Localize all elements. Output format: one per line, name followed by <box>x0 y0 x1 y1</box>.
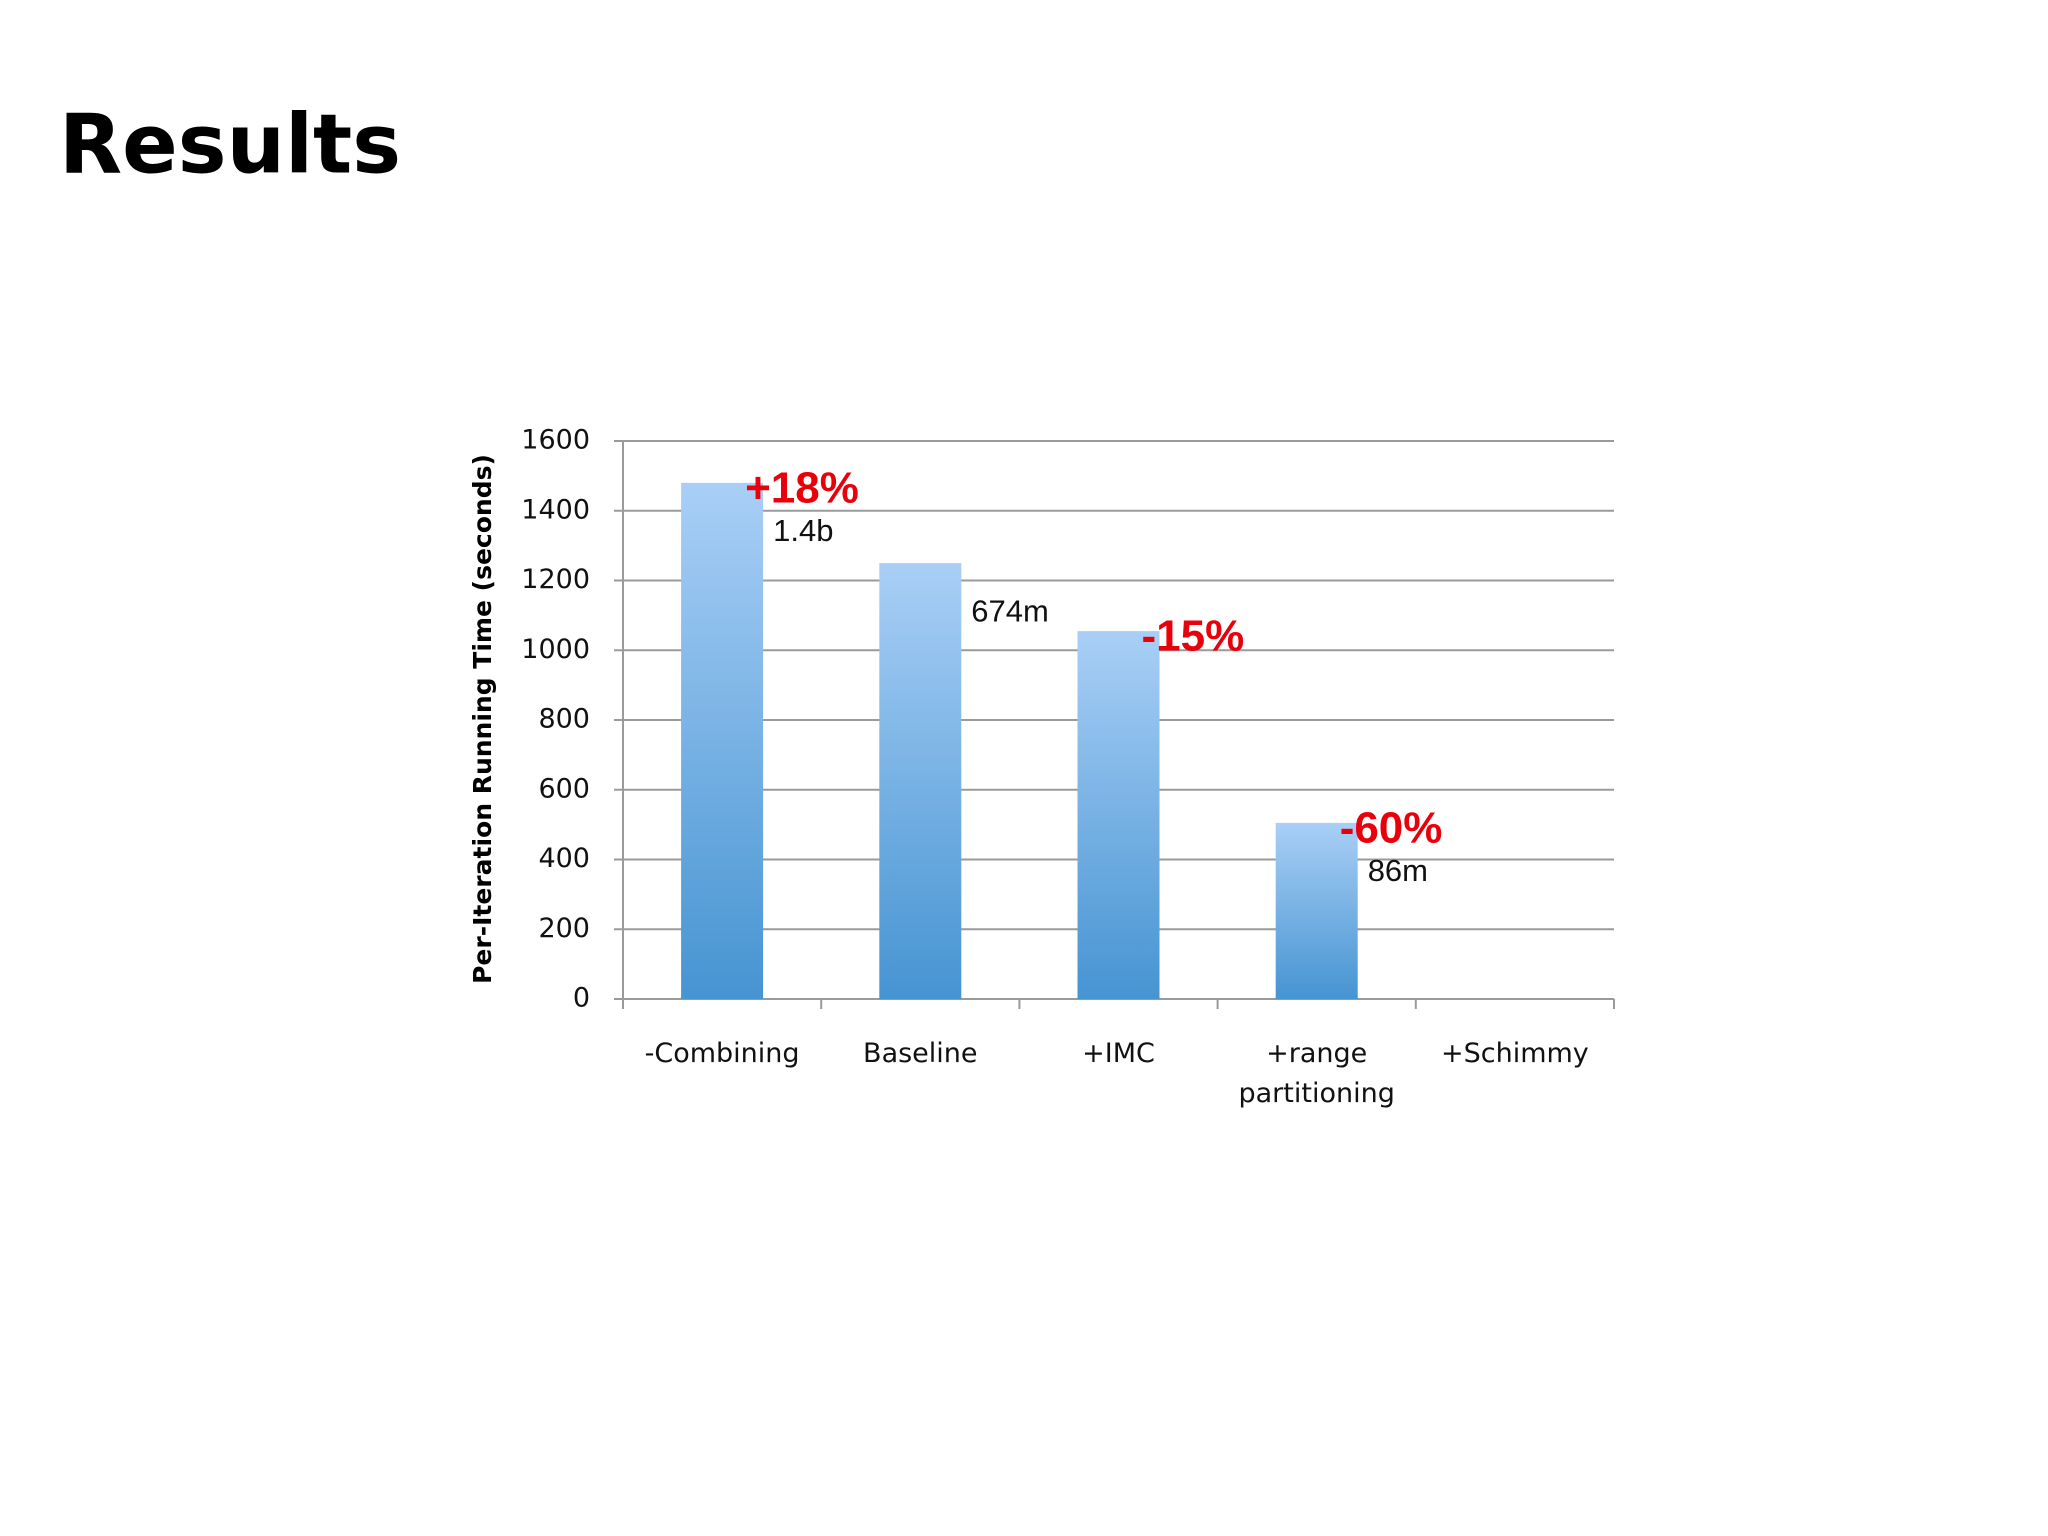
change-label: -60% <box>1340 804 1443 853</box>
y-tick-label: 800 <box>538 704 590 735</box>
x-tick-label: +range partitioning <box>1238 1038 1395 1109</box>
bar <box>1077 631 1160 999</box>
size-label: 1.4b <box>773 513 833 548</box>
change-label: -15% <box>1142 612 1245 661</box>
y-tick-label: 200 <box>538 913 590 944</box>
y-tick-label: 400 <box>538 843 590 874</box>
y-tick-label: 1000 <box>521 634 590 665</box>
x-tick-label: -Combining <box>644 1038 800 1069</box>
x-tick-label: Baseline <box>863 1038 978 1069</box>
y-tick-label: 1600 <box>521 425 590 456</box>
bar <box>1275 822 1358 999</box>
y-tick-label: 0 <box>573 983 590 1014</box>
y-axis-label: Per-Iteration Running Time (seconds) <box>468 454 497 984</box>
x-tick-label: +Schimmy <box>1440 1038 1589 1069</box>
y-tick-label: 600 <box>538 773 590 804</box>
size-label: 674m <box>971 593 1049 628</box>
x-tick-label: +IMC <box>1082 1038 1155 1069</box>
slide-title: Results <box>59 97 401 192</box>
y-tick-label: 1200 <box>521 564 590 595</box>
bar <box>681 482 764 1000</box>
y-tick-label: 1400 <box>521 494 590 525</box>
change-label: +18% <box>745 463 859 512</box>
bar <box>879 563 962 999</box>
size-label: 86m <box>1368 853 1428 888</box>
